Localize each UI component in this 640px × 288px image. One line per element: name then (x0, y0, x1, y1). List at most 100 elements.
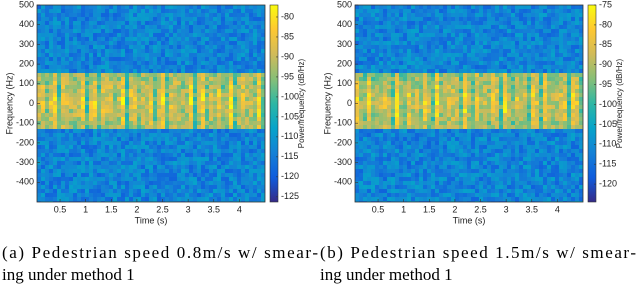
spectrogram-cell (443, 129, 447, 133)
spectrogram-cell (197, 149, 201, 153)
spectrogram-cell (511, 161, 515, 165)
spectrogram-cell (161, 93, 165, 97)
spectrogram-cell (193, 89, 197, 93)
spectrogram-cell (495, 65, 499, 69)
spectrogram-cell (89, 173, 93, 177)
spectrogram-cell (491, 41, 495, 45)
spectrogram-cell (435, 13, 439, 17)
spectrogram-cell (169, 105, 173, 109)
spectrogram-cell (383, 73, 387, 77)
spectrogram-cell (173, 37, 177, 41)
spectrogram-cell (245, 9, 249, 13)
spectrogram-cell (475, 57, 479, 61)
spectrogram-cell (49, 197, 53, 201)
spectrogram-cell (217, 37, 221, 41)
spectrogram-cell (113, 157, 117, 161)
spectrogram-cell (237, 61, 241, 65)
spectrogram-cell (507, 193, 511, 197)
spectrogram-cell (459, 185, 463, 189)
spectrogram-cell (363, 101, 367, 105)
spectrogram-cell (455, 169, 459, 173)
spectrogram-cell (431, 117, 435, 121)
spectrogram-cell (69, 21, 73, 25)
spectrogram-cell (435, 117, 439, 121)
spectrogram-cell (101, 149, 105, 153)
spectrogram-cell (97, 49, 101, 53)
spectrogram-cell (101, 49, 105, 53)
spectrogram-cell (407, 105, 411, 109)
spectrogram-cell (367, 137, 371, 141)
spectrogram-cell (427, 73, 431, 77)
spectrogram-cell (209, 5, 213, 9)
spectrogram-cell (205, 25, 209, 29)
spectrogram-cell (193, 17, 197, 21)
spectrogram-cell (61, 137, 65, 141)
spectrogram-cell (185, 189, 189, 193)
spectrogram-cell (387, 101, 391, 105)
spectrogram-cell (209, 21, 213, 25)
spectrogram-cell (41, 81, 45, 85)
spectrogram-cell (451, 141, 455, 145)
spectrogram-cell (169, 89, 173, 93)
spectrogram-cell (519, 37, 523, 41)
spectrogram-cell (249, 121, 253, 125)
spectrogram-cell (105, 185, 109, 189)
spectrogram-cell (89, 25, 93, 29)
spectrogram-cell (141, 189, 145, 193)
spectrogram-cell (89, 49, 93, 53)
spectrogram-cell (197, 197, 201, 201)
spectrogram-cell (419, 37, 423, 41)
spectrogram-cell (73, 149, 77, 153)
spectrogram-cell (467, 57, 471, 61)
spectrogram-cell (367, 49, 371, 53)
spectrogram-cell (185, 9, 189, 13)
spectrogram-cell (145, 181, 149, 185)
spectrogram-cell (85, 181, 89, 185)
spectrogram-cell (97, 109, 101, 113)
spectrogram-cell (53, 57, 57, 61)
spectrogram-cell (471, 189, 475, 193)
spectrogram-cell (245, 109, 249, 113)
spectrogram-cell (495, 9, 499, 13)
spectrogram-cell (137, 13, 141, 17)
spectrogram-cell (455, 185, 459, 189)
spectrogram-cell (149, 129, 153, 133)
spectrogram-cell (109, 65, 113, 69)
spectrogram-cell (487, 53, 491, 57)
colorbar-tick-label: -90 (281, 51, 294, 61)
spectrogram-cell (395, 145, 399, 149)
spectrogram-cell (65, 161, 69, 165)
spectrogram-cell (431, 177, 435, 181)
spectrogram-cell (253, 193, 257, 197)
spectrogram-cell (249, 81, 253, 85)
spectrogram-cell (403, 113, 407, 117)
spectrogram-cell (355, 137, 359, 141)
spectrogram-cell (451, 81, 455, 85)
spectrogram-cell (37, 173, 41, 177)
spectrogram-cell (53, 141, 57, 145)
spectrogram-cell (45, 165, 49, 169)
spectrogram-cell (69, 165, 73, 169)
spectrogram-cell (37, 77, 41, 81)
spectrogram-cell (221, 33, 225, 37)
spectrogram-cell (511, 61, 515, 65)
spectrogram-cell (503, 113, 507, 117)
spectrogram-cell (443, 41, 447, 45)
spectrogram-cell (423, 13, 427, 17)
spectrogram-cell (37, 101, 41, 105)
spectrogram-cell (201, 5, 205, 9)
spectrogram-cell (125, 177, 129, 181)
spectrogram-cell (117, 5, 121, 9)
spectrogram-cell (53, 73, 57, 77)
spectrogram-cell (427, 149, 431, 153)
spectrogram-cell (507, 81, 511, 85)
spectrogram-cell (363, 21, 367, 25)
spectrogram-cell (85, 161, 89, 165)
spectrogram-cell (117, 65, 121, 69)
spectrogram-cell (403, 21, 407, 25)
spectrogram-cell (141, 113, 145, 117)
spectrogram-cell (193, 105, 197, 109)
spectrogram-cell (507, 157, 511, 161)
spectrogram-cell (503, 145, 507, 149)
spectrogram-cell (237, 181, 241, 185)
